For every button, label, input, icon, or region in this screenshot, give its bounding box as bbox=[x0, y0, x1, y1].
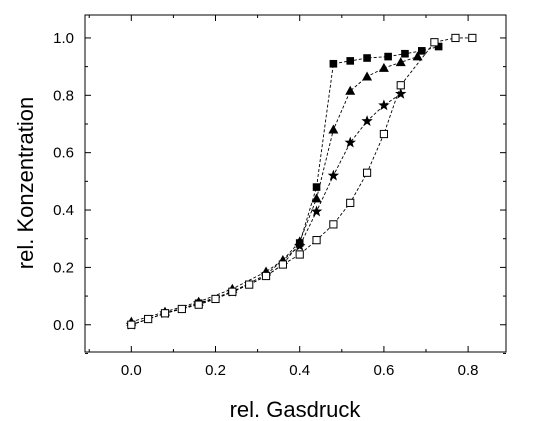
data-point bbox=[412, 51, 423, 61]
data-point bbox=[327, 169, 340, 181]
data-point bbox=[160, 309, 170, 318]
x-axis-label: rel. Gasdruck bbox=[230, 397, 362, 421]
data-point bbox=[395, 57, 406, 67]
data-point bbox=[379, 129, 389, 139]
plot-frame bbox=[84, 14, 507, 353]
x-tick-label: 0.8 bbox=[458, 362, 479, 379]
y-tick-label: 0.8 bbox=[53, 87, 74, 104]
data-point bbox=[329, 220, 338, 229]
data-point bbox=[362, 168, 372, 177]
series-line bbox=[131, 93, 402, 326]
data-point bbox=[434, 42, 443, 51]
series-square-open bbox=[127, 33, 477, 329]
series-line bbox=[131, 56, 418, 323]
data-point bbox=[362, 71, 373, 81]
series-star-filled bbox=[125, 87, 407, 330]
y-tick-label: 1.0 bbox=[53, 30, 74, 47]
series-triangle-filled bbox=[126, 51, 423, 326]
data-point bbox=[346, 57, 355, 65]
data-point bbox=[144, 314, 153, 324]
data-point bbox=[312, 236, 321, 245]
y-axis-label: rel. Konzentration bbox=[13, 97, 38, 269]
data-point bbox=[363, 54, 371, 62]
data-point bbox=[384, 52, 392, 61]
data-point bbox=[311, 193, 322, 203]
data-point bbox=[361, 115, 373, 126]
data-point bbox=[294, 239, 306, 251]
x-tick-label: 0.4 bbox=[289, 362, 310, 379]
data-point bbox=[127, 320, 136, 329]
data-point bbox=[329, 59, 338, 68]
data-point bbox=[401, 49, 409, 58]
x-tick-label: 0.6 bbox=[373, 362, 394, 379]
x-tick-label: 0.0 bbox=[121, 362, 142, 379]
data-point bbox=[211, 294, 220, 304]
data-point bbox=[396, 81, 405, 90]
data-point bbox=[194, 300, 203, 309]
series-line bbox=[131, 46, 439, 326]
data-point bbox=[395, 87, 407, 99]
data-point bbox=[344, 136, 356, 148]
series-square-filled bbox=[127, 42, 443, 329]
data-point bbox=[312, 183, 321, 191]
data-point bbox=[261, 271, 271, 281]
x-axis-ticks: 0.0 0.2 0.4 0.6 0.8 bbox=[88, 15, 479, 379]
data-point bbox=[295, 250, 304, 259]
data-point bbox=[346, 198, 355, 207]
data-point bbox=[378, 62, 389, 72]
data-point bbox=[328, 124, 339, 134]
data-point bbox=[177, 304, 186, 314]
data-point bbox=[245, 280, 254, 289]
x-tick-label: 0.2 bbox=[205, 362, 226, 379]
data-point bbox=[418, 47, 426, 55]
data-point bbox=[378, 99, 390, 111]
data-point bbox=[228, 287, 237, 296]
series-line bbox=[131, 37, 473, 326]
data-point bbox=[345, 85, 356, 95]
series-layer bbox=[125, 33, 477, 330]
y-tick-label: 0.4 bbox=[53, 202, 74, 219]
data-point bbox=[278, 260, 287, 269]
data-point bbox=[430, 38, 439, 47]
data-point bbox=[310, 205, 323, 217]
y-tick-label: 0.2 bbox=[53, 259, 74, 276]
y-tick-label: 0.6 bbox=[53, 145, 74, 162]
y-axis-ticks: 0.0 0.2 0.4 0.6 0.8 1.0 bbox=[53, 30, 506, 354]
data-point bbox=[451, 33, 460, 43]
y-tick-label: 0.0 bbox=[53, 317, 74, 334]
data-point bbox=[468, 33, 477, 43]
